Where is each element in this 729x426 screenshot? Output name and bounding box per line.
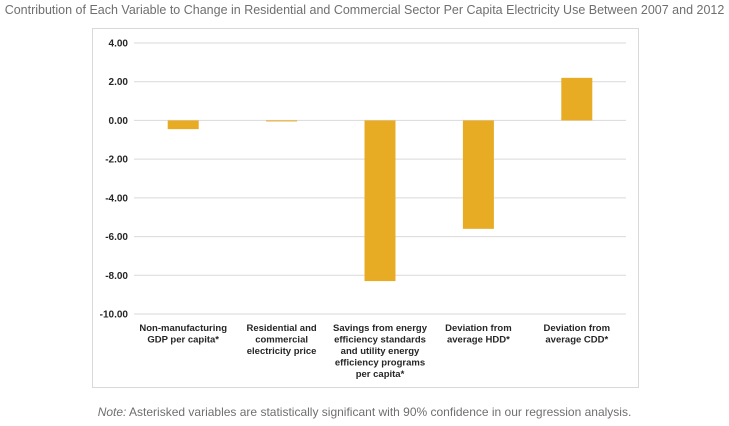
y-tick-label: 0.00 <box>109 116 129 127</box>
bar <box>266 120 298 122</box>
y-tick-label: -6.00 <box>105 232 128 243</box>
x-category-label-line: average HDD* <box>447 335 510 346</box>
x-category-label-line: per capita* <box>356 369 405 380</box>
y-tick-label: 4.00 <box>109 39 129 50</box>
footnote: Note: Asterisked variables are statistic… <box>0 405 729 419</box>
x-category-label-line: Deviation from <box>445 323 512 334</box>
bar <box>561 77 593 121</box>
y-tick-label: 2.00 <box>109 77 129 88</box>
y-tick-label: -4.00 <box>105 193 128 204</box>
footnote-text: Asterisked variables are statistically s… <box>126 405 632 419</box>
x-category-label-line: electricity price <box>247 346 317 357</box>
x-category-label-line: Non-manufacturing <box>139 323 227 334</box>
x-category-label-line: Deviation from <box>544 323 611 334</box>
y-tick-label: -2.00 <box>105 155 128 166</box>
x-category-label-line: efficiency programs <box>335 358 425 369</box>
y-tick-label: -10.00 <box>100 310 129 321</box>
bar <box>364 120 396 282</box>
x-category-label: Savings from energy efficiency standards a… <box>333 323 428 380</box>
bar <box>167 120 199 130</box>
x-category-label-line: efficiency standards <box>334 335 426 346</box>
x-category-label-line: Savings from energy <box>333 323 428 334</box>
footnote-label: Note: <box>97 405 127 419</box>
x-category-label: Deviation from average CDD* <box>544 323 611 346</box>
x-category-label: Non-manufacturing GDP per capita* <box>139 323 227 346</box>
x-category-label-line: GDP per capita* <box>147 335 219 346</box>
x-category-label-line: Residential and <box>246 323 316 334</box>
x-category-label-line: average CDD* <box>545 335 608 346</box>
y-tick-label: -8.00 <box>105 271 128 282</box>
x-category-label: Deviation from average HDD* <box>445 323 512 346</box>
x-category-label-line: commercial <box>255 335 308 346</box>
chart-title: Contribution of Each Variable to Change … <box>4 3 725 17</box>
x-category-label-line: and utility energy <box>341 346 420 357</box>
chart-frame <box>92 28 639 388</box>
bar <box>462 120 494 229</box>
x-category-label: Residential and commercial electricity pri… <box>246 323 316 357</box>
